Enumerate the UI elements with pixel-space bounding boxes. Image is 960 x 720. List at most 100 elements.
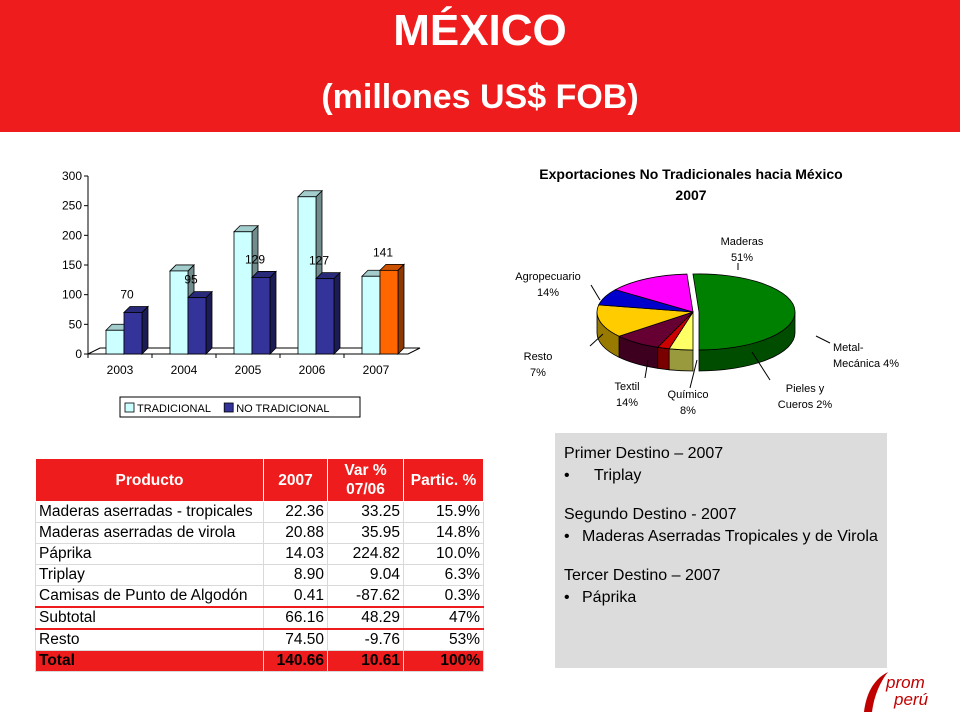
table-row: Triplay 8.90 9.04 6.3% (35, 564, 484, 586)
y-tick-label: 250 (62, 199, 82, 213)
y-tick-label: 0 (75, 347, 82, 361)
pie-label-pieles: Pieles y Cueros 2% (778, 383, 833, 411)
cell-var: -87.62 (327, 585, 404, 608)
cell-product: Resto (35, 628, 264, 651)
cell-var: -9.76 (327, 628, 404, 651)
bar-front (187, 297, 207, 355)
pie-label-quimico: Químico 8% (668, 389, 709, 417)
tercer-destino-item: Páprika (564, 587, 879, 609)
cell-partic: 10.0% (403, 543, 484, 565)
bar-front (297, 196, 317, 355)
bar-front (123, 312, 143, 355)
legend-swatch (124, 402, 135, 413)
bar-data-label: 141 (373, 245, 393, 259)
pie-label-textil: Textil 14% (614, 381, 639, 409)
destinations-box: Primer Destino – 2007 Triplay Segundo De… (555, 433, 887, 668)
pie-subtitle: 2007 (675, 187, 706, 203)
bar-no-tradicional (379, 263, 405, 355)
cell-value: 0.41 (263, 585, 328, 608)
bar-front (251, 277, 271, 355)
y-tick-label: 300 (62, 169, 82, 183)
cell-value: 14.03 (263, 543, 328, 565)
pie-depth (596, 311, 796, 372)
cell-var: 9.04 (327, 564, 404, 586)
cell-value: 140.66 (263, 650, 328, 672)
tercer-destino-heading: Tercer Destino – 2007 (564, 567, 721, 584)
cell-var: 10.61 (327, 650, 404, 672)
bar-front (379, 269, 399, 355)
cell-value: 74.50 (263, 628, 328, 651)
legend-label: NO TRADICIONAL (236, 403, 329, 415)
products-table: Producto 2007 Var % 07/06 Partic. % Mader… (35, 458, 484, 672)
pie-side-pieles-y-cueros (657, 346, 670, 371)
header-producto: Producto (35, 458, 264, 502)
bar-no-tradicional (315, 271, 341, 355)
bar-front (361, 275, 381, 355)
primer-destino-item: Triplay (564, 465, 879, 487)
header-partic: Partic. % (403, 458, 484, 502)
table-row-subtotal: Subtotal 66.16 48.29 47% (35, 606, 484, 630)
chart-x-ticks: 2003 2004 2005 2006 2007 (87, 354, 390, 377)
cell-value: 66.16 (263, 606, 328, 630)
chart-legend: TRADICIONAL NO TRADICIONAL (119, 396, 361, 418)
legend-label: TRADICIONAL (137, 403, 211, 415)
pie-slices (596, 273, 796, 351)
bar-side (397, 263, 405, 355)
cell-partic: 6.3% (403, 564, 484, 586)
bar-data-label: 127 (309, 254, 329, 268)
x-tick-label: 2006 (299, 363, 326, 377)
segundo-destino-heading: Segundo Destino - 2007 (564, 506, 737, 523)
x-tick-label: 2007 (363, 363, 390, 377)
bar-data-label: 129 (245, 252, 265, 266)
table-header-row: Producto 2007 Var % 07/06 Partic. % (35, 458, 484, 502)
svg-text:perú: perú (893, 690, 929, 709)
y-tick-label: 50 (69, 317, 83, 331)
cell-partic: 0.3% (403, 585, 484, 608)
bar-no-tradicional (251, 270, 277, 355)
bar-data-label: 95 (184, 273, 198, 287)
title-banner: MÉXICO (millones US$ FOB) (0, 0, 960, 132)
table-row-resto: Resto 74.50 -9.76 53% (35, 628, 484, 651)
y-tick-label: 150 (62, 258, 82, 272)
bar-no-tradicional (123, 305, 149, 355)
bar-no-tradicional (187, 290, 213, 355)
cell-product: Maderas aserradas - tropicales (35, 501, 264, 523)
promperu-logo: prom perú (864, 672, 929, 712)
svg-text:prom: prom (885, 673, 925, 692)
pie-side-metal-mec-nica (668, 348, 694, 372)
primer-destino-heading: Primer Destino – 2007 (564, 445, 724, 462)
legend-box (119, 396, 361, 418)
cell-partic: 100% (403, 650, 484, 672)
bar-side (269, 270, 277, 355)
bar-data-label: 70 (120, 287, 134, 301)
table-row-total: Total 140.66 10.61 100% (35, 650, 484, 672)
pie-chart: Exportaciones No Tradicionales hacia Méx… (515, 166, 899, 417)
pie-label-agro: Agropecuario 14% (515, 271, 580, 299)
bar-front (105, 329, 125, 355)
x-tick-label: 2004 (171, 363, 198, 377)
pie-title: Exportaciones No Tradicionales hacia Méx… (539, 166, 842, 182)
cell-var: 35.95 (327, 522, 404, 544)
pie-slice-agropecuario (614, 273, 694, 313)
chart-bars (105, 189, 405, 355)
pie-slice-textil (596, 304, 694, 337)
cell-partic: 47% (403, 606, 484, 630)
x-tick-label: 2005 (235, 363, 262, 377)
page-title: MÉXICO (393, 6, 567, 55)
table-row: Maderas aserradas de virola 20.88 35.95 14.… (35, 522, 484, 544)
segundo-destino-item: Maderas Aserradas Tropicales y de Virola (564, 526, 879, 548)
pie-slice-maderas (692, 273, 796, 351)
x-tick-label: 2003 (107, 363, 134, 377)
pie-label-resto: Resto 7% (524, 351, 553, 379)
cell-partic: 14.8% (403, 522, 484, 544)
cell-product: Total (35, 650, 264, 672)
cell-product: Páprika (35, 543, 264, 565)
legend-swatch (223, 402, 234, 413)
bar-side (333, 271, 341, 355)
table-row: Camisas de Punto de Algodón 0.41 -87.62 0.3… (35, 585, 484, 608)
bar-side (141, 305, 149, 355)
bar-front (315, 278, 335, 355)
bar-front (233, 231, 253, 355)
cell-product: Triplay (35, 564, 264, 586)
